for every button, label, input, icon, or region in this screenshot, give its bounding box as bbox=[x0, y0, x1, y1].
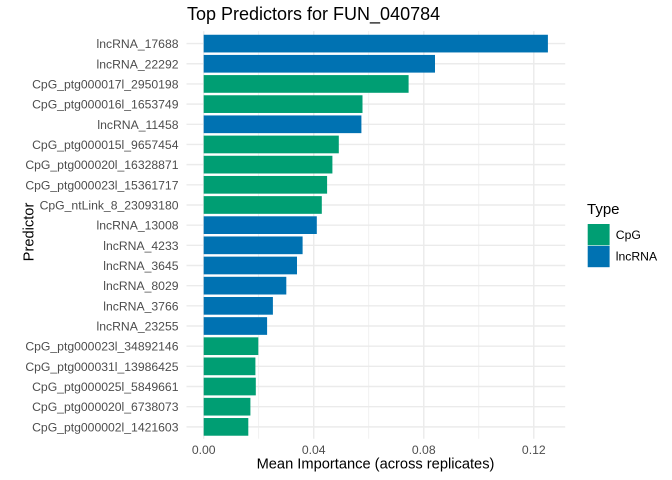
svg-text:lncRNA_11458: lncRNA_11458 bbox=[97, 118, 178, 132]
svg-text:CpG_ptg000031l_13986425: CpG_ptg000031l_13986425 bbox=[25, 360, 178, 374]
svg-text:0.00: 0.00 bbox=[192, 443, 216, 457]
svg-text:Mean Importance (across replic: Mean Importance (across replicates) bbox=[257, 457, 495, 473]
svg-text:Type: Type bbox=[587, 201, 620, 218]
svg-text:CpG_ptg000017l_2950198: CpG_ptg000017l_2950198 bbox=[32, 77, 179, 91]
svg-text:lncRNA_3766: lncRNA_3766 bbox=[103, 299, 178, 313]
svg-text:lncRNA_22292: lncRNA_22292 bbox=[97, 57, 179, 71]
svg-text:lncRNA_17688: lncRNA_17688 bbox=[97, 37, 179, 51]
svg-text:lncRNA_23255: lncRNA_23255 bbox=[97, 320, 179, 334]
svg-text:lncRNA: lncRNA bbox=[616, 250, 658, 264]
svg-text:CpG_ptg000025l_5849661: CpG_ptg000025l_5849661 bbox=[32, 380, 179, 394]
svg-text:CpG_ntLink_8_23093180: CpG_ntLink_8_23093180 bbox=[40, 198, 179, 212]
svg-text:CpG: CpG bbox=[616, 228, 641, 242]
svg-text:CpG_ptg000015l_9657454: CpG_ptg000015l_9657454 bbox=[32, 138, 179, 152]
svg-text:lncRNA_3645: lncRNA_3645 bbox=[103, 259, 178, 273]
svg-text:0.12: 0.12 bbox=[522, 443, 546, 457]
svg-text:0.04: 0.04 bbox=[302, 443, 326, 457]
svg-text:Top Predictors for FUN_040784: Top Predictors for FUN_040784 bbox=[187, 4, 440, 25]
svg-text:0.08: 0.08 bbox=[412, 443, 436, 457]
svg-text:CpG_ptg000002l_1421603: CpG_ptg000002l_1421603 bbox=[32, 420, 179, 434]
svg-text:CpG_ptg000020l_6738073: CpG_ptg000020l_6738073 bbox=[32, 400, 179, 414]
svg-text:lncRNA_8029: lncRNA_8029 bbox=[103, 279, 178, 293]
svg-text:CpG_ptg000020l_16328871: CpG_ptg000020l_16328871 bbox=[25, 158, 178, 172]
svg-text:Predictor: Predictor bbox=[22, 203, 38, 262]
svg-text:lncRNA_13008: lncRNA_13008 bbox=[97, 219, 179, 233]
svg-text:CpG_ptg000016l_1653749: CpG_ptg000016l_1653749 bbox=[32, 98, 179, 112]
svg-text:CpG_ptg000023l_34892146: CpG_ptg000023l_34892146 bbox=[25, 340, 178, 354]
svg-text:lncRNA_4233: lncRNA_4233 bbox=[103, 239, 178, 253]
svg-text:CpG_ptg000023l_15361717: CpG_ptg000023l_15361717 bbox=[25, 178, 178, 192]
